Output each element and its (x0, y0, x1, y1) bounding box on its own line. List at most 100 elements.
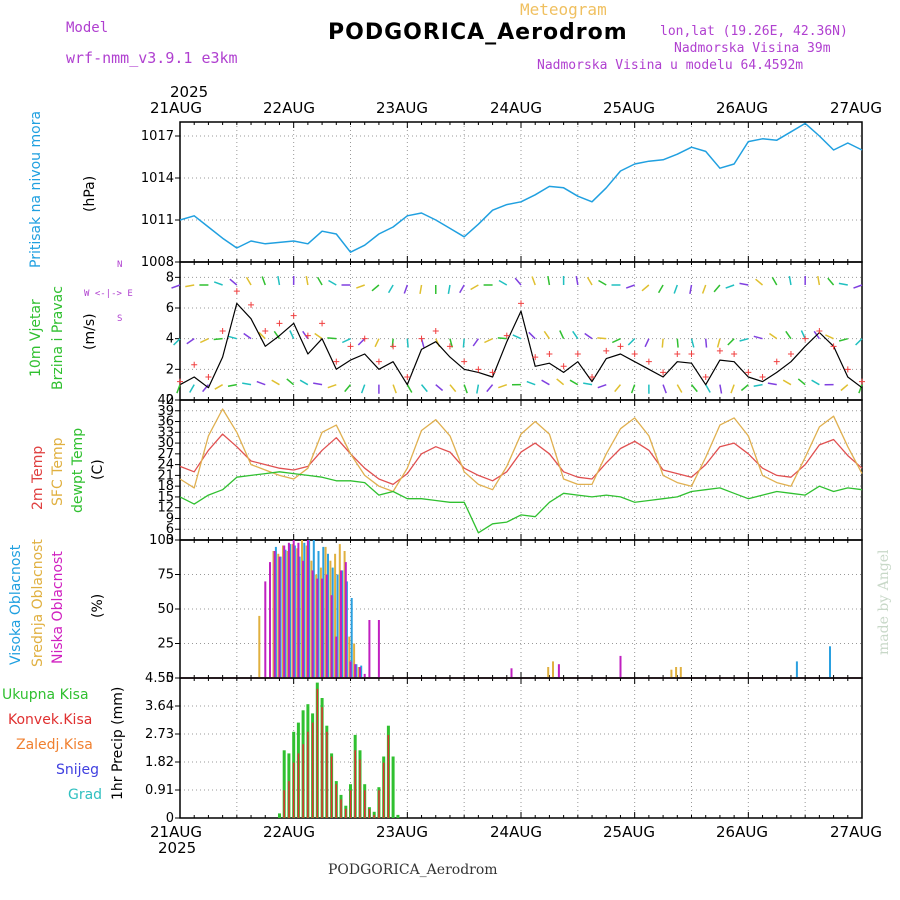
wind-gust-marker (645, 358, 652, 365)
cloud_cover-ytick-label: 25 (157, 637, 174, 652)
wind-gust-marker (674, 351, 681, 357)
wind-direction-arrow (186, 338, 195, 345)
wind-direction-arrow (713, 284, 721, 293)
low-cloud-bar (340, 570, 342, 678)
wind-direction-arrow (556, 378, 565, 386)
compass-s: S (117, 314, 123, 324)
low-cloud-bar (311, 570, 314, 678)
low-cloud-bar (269, 562, 271, 678)
low-cloud-bar (377, 620, 380, 678)
legend-conv-rain: Konvek.Kisa (8, 712, 93, 728)
pressure-ytick-label: 1017 (141, 129, 174, 144)
wind-direction-arrow (614, 384, 622, 393)
wind-gust-marker (688, 351, 695, 357)
wind-direction-arrow (273, 330, 281, 340)
footer-station: PODGORICA_Aerodrom (328, 862, 498, 878)
wind-gust-marker (262, 328, 269, 334)
wind-direction-arrow (526, 380, 536, 386)
temperature-ytick-label: 3 (166, 533, 174, 548)
wind-direction-arrow (459, 284, 465, 294)
wind-direction-arrow (797, 378, 806, 386)
wind-gust-marker (589, 374, 596, 380)
mid-cloud-bar (343, 551, 346, 678)
wind-direction-arrow (788, 275, 792, 286)
low-cloud-bar (335, 636, 338, 678)
mid-cloud-bar (277, 553, 280, 678)
wind-direction-arrow (245, 276, 252, 286)
wind-direction-arrow (827, 277, 835, 286)
wind-direction-arrow (701, 284, 707, 294)
wind-speed-line (179, 302, 863, 389)
low-cloud-bar (297, 542, 300, 678)
pressure-line (179, 122, 863, 253)
wind-direction-arrow (213, 337, 223, 341)
top-date-label: 22AUG (263, 99, 315, 117)
conv-rain-bar (359, 759, 361, 818)
high-cloud-bar (795, 661, 798, 678)
wind-ytick-label: 2 (166, 362, 174, 377)
wind-direction-arrow (435, 384, 444, 392)
mid-cloud-bar (552, 661, 554, 678)
wind-gust-marker (816, 328, 823, 334)
low-cloud-bar (321, 578, 324, 678)
wind-direction-arrow (739, 282, 749, 286)
wind-gust-marker (219, 328, 226, 334)
wind-direction-arrow (374, 338, 380, 348)
wind-direction-arrow (727, 338, 735, 346)
wind-direction-arrow (662, 384, 667, 394)
conv-rain-bar (326, 731, 328, 818)
low-cloud-bar (349, 661, 352, 678)
wind-direction-arrow (214, 384, 224, 390)
wind-direction-arrow (767, 382, 777, 386)
wind-direction-arrow (625, 284, 635, 289)
wind-direction-arrow (327, 383, 337, 389)
top-date-label: 23AUG (376, 99, 428, 117)
wind-direction-arrow (597, 337, 607, 340)
wind-direction-arrow (641, 284, 650, 292)
bottom-date-label: 25AUG (603, 823, 655, 841)
low-cloud-bar (344, 562, 347, 678)
wind-gust-marker (432, 328, 439, 334)
mid-cloud-bar (291, 544, 294, 678)
wind-direction-arrow (584, 332, 593, 340)
wind-direction-arrow (199, 337, 209, 344)
wind-direction-arrow (800, 330, 806, 339)
low-cloud-bar (306, 540, 309, 678)
top-date-label: 26AUG (716, 99, 768, 117)
high-cloud-bar (327, 553, 329, 678)
conv-rain-bar (373, 814, 375, 818)
wind-direction-arrow (472, 338, 479, 347)
high-cloud-bar (355, 664, 358, 678)
mid-cloud-bar (319, 567, 322, 678)
wind-gust-marker (418, 335, 425, 342)
wind-direction-arrow (419, 284, 423, 295)
wind-gust-marker (546, 351, 553, 357)
station-altitude: Nadmorska Visina 39m (674, 41, 831, 56)
conv-rain-bar (387, 734, 390, 818)
wind-gust-marker (759, 374, 766, 380)
precipitation-frame (179, 677, 863, 819)
precipitation-ytick-label: 0.91 (145, 783, 174, 798)
precipitation-ytick-label: 0 (166, 811, 174, 826)
mid-cloud-bar (675, 667, 678, 678)
low-cloud-bar (302, 560, 305, 678)
wind-direction-arrow (690, 384, 698, 393)
high-cloud-bar (298, 556, 301, 678)
wind-direction-arrow (176, 384, 181, 394)
wind-direction-arrow (227, 335, 238, 340)
high-cloud-bar (284, 549, 287, 678)
model-label: Model (66, 20, 109, 36)
wind-direction-arrow (341, 337, 351, 344)
temp-2m-line (179, 433, 863, 486)
wind-direction-arrow (858, 384, 863, 394)
wind-direction-arrow (673, 284, 678, 294)
temperature-ytick-label: 21 (157, 468, 174, 483)
wind-direction-arrow (286, 378, 295, 386)
pressure-ytick-label: 1014 (141, 171, 174, 186)
cloud_cover-ytick-label: 0 (166, 671, 174, 686)
wind-direction-arrow (344, 384, 352, 393)
wind-gust-marker (290, 312, 297, 319)
wind-ytick-label: 6 (166, 301, 174, 316)
pressure-ytick-label: 1011 (141, 213, 174, 228)
wind-direction-arrow (811, 379, 820, 386)
